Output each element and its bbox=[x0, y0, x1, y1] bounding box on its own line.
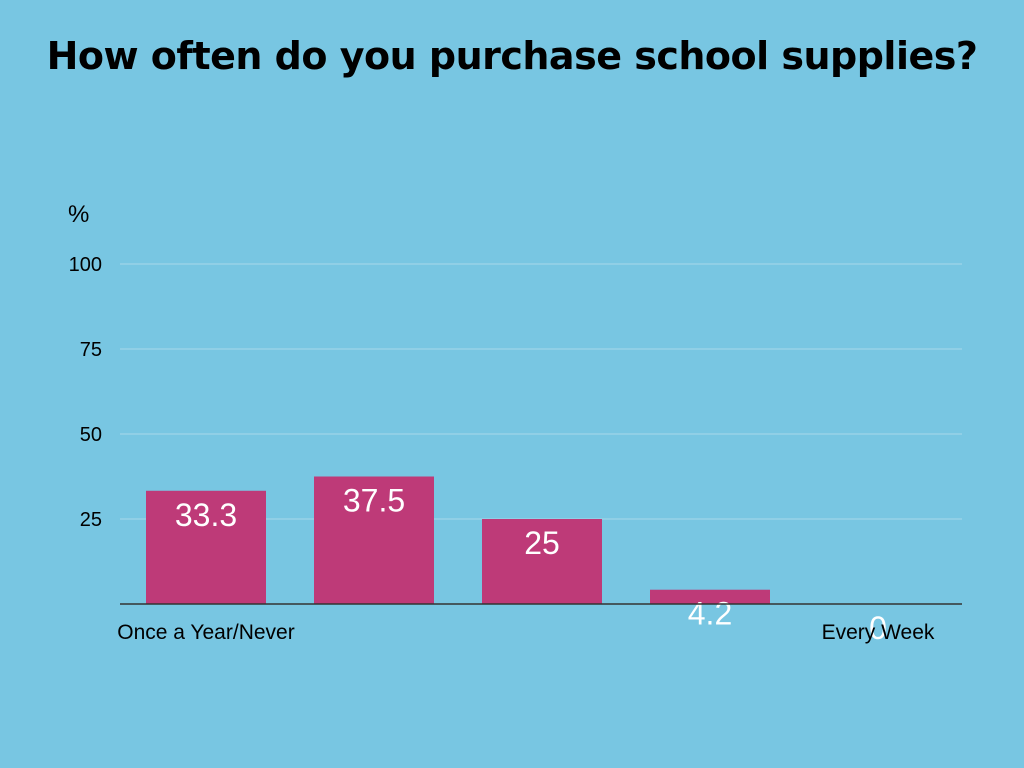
data-label: 33.3 bbox=[175, 497, 237, 533]
data-label: 4.2 bbox=[688, 596, 732, 632]
x-tick-label: Every Week bbox=[822, 621, 935, 644]
y-axis-label: % bbox=[68, 201, 89, 228]
data-label: 37.5 bbox=[343, 483, 405, 519]
y-tick-label: 100 bbox=[69, 254, 102, 276]
y-tick-label: 50 bbox=[80, 424, 102, 446]
y-tick-label: 25 bbox=[80, 509, 102, 531]
bar bbox=[482, 519, 602, 604]
bar bbox=[650, 589, 770, 604]
data-label: 25 bbox=[524, 525, 560, 561]
bar bbox=[146, 490, 266, 604]
x-tick-label: Once a Year/Never bbox=[117, 621, 294, 644]
bar bbox=[314, 476, 434, 604]
chart-title: How often do you purchase school supplie… bbox=[46, 34, 978, 78]
data-label: 0 bbox=[869, 610, 887, 646]
y-tick-label: 75 bbox=[80, 339, 102, 361]
